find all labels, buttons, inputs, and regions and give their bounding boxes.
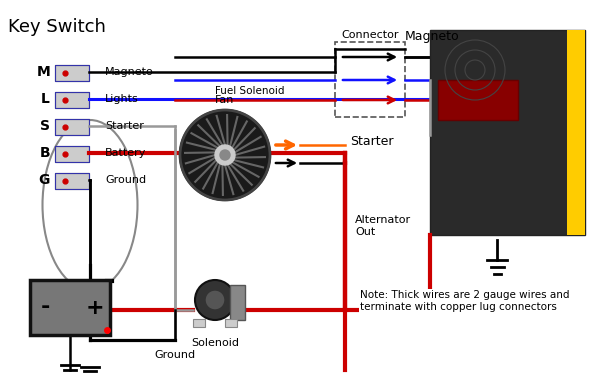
Circle shape	[220, 150, 230, 160]
Bar	[55, 65, 89, 81]
Text: Ground: Ground	[154, 350, 196, 360]
Bar	[335, 42, 405, 117]
Text: Ground: Ground	[105, 175, 146, 185]
Bar	[55, 119, 89, 135]
Text: +: +	[86, 298, 104, 317]
Bar	[55, 173, 89, 189]
Bar	[55, 173, 89, 189]
Text: G: G	[38, 173, 50, 187]
Bar	[55, 92, 89, 108]
Circle shape	[205, 290, 225, 310]
Bar	[55, 146, 89, 162]
Text: Fan: Fan	[215, 95, 235, 105]
Text: B: B	[40, 146, 50, 160]
Bar	[55, 119, 89, 135]
Bar	[193, 319, 205, 327]
Bar	[567, 30, 585, 235]
Text: Note: Thick wires are 2 gauge wires and
terminate with copper lug connectors: Note: Thick wires are 2 gauge wires and …	[360, 290, 569, 311]
Circle shape	[215, 145, 235, 165]
Bar	[230, 285, 245, 320]
Text: Key Switch: Key Switch	[8, 18, 106, 36]
Text: M: M	[36, 65, 50, 79]
Text: Starter: Starter	[105, 121, 144, 131]
Text: S: S	[40, 119, 50, 133]
Text: Magneto: Magneto	[105, 67, 154, 77]
Text: Battery: Battery	[105, 148, 146, 158]
Text: Magneto: Magneto	[405, 30, 460, 43]
Bar	[438, 80, 518, 120]
Bar	[30, 280, 110, 335]
Text: L: L	[41, 92, 50, 106]
Text: Starter: Starter	[350, 135, 394, 148]
Text: Alternator
Out: Alternator Out	[355, 215, 411, 237]
Bar	[55, 65, 89, 81]
Circle shape	[180, 110, 270, 200]
Bar	[55, 146, 89, 162]
Bar	[55, 92, 89, 108]
Text: Connector: Connector	[341, 30, 399, 40]
Bar	[225, 319, 237, 327]
Circle shape	[195, 280, 235, 320]
Text: -: -	[40, 298, 50, 317]
Text: Fuel Solenoid: Fuel Solenoid	[215, 86, 285, 96]
Text: Solenoid: Solenoid	[191, 338, 239, 348]
Bar	[430, 30, 585, 235]
Text: Lights: Lights	[105, 94, 139, 104]
